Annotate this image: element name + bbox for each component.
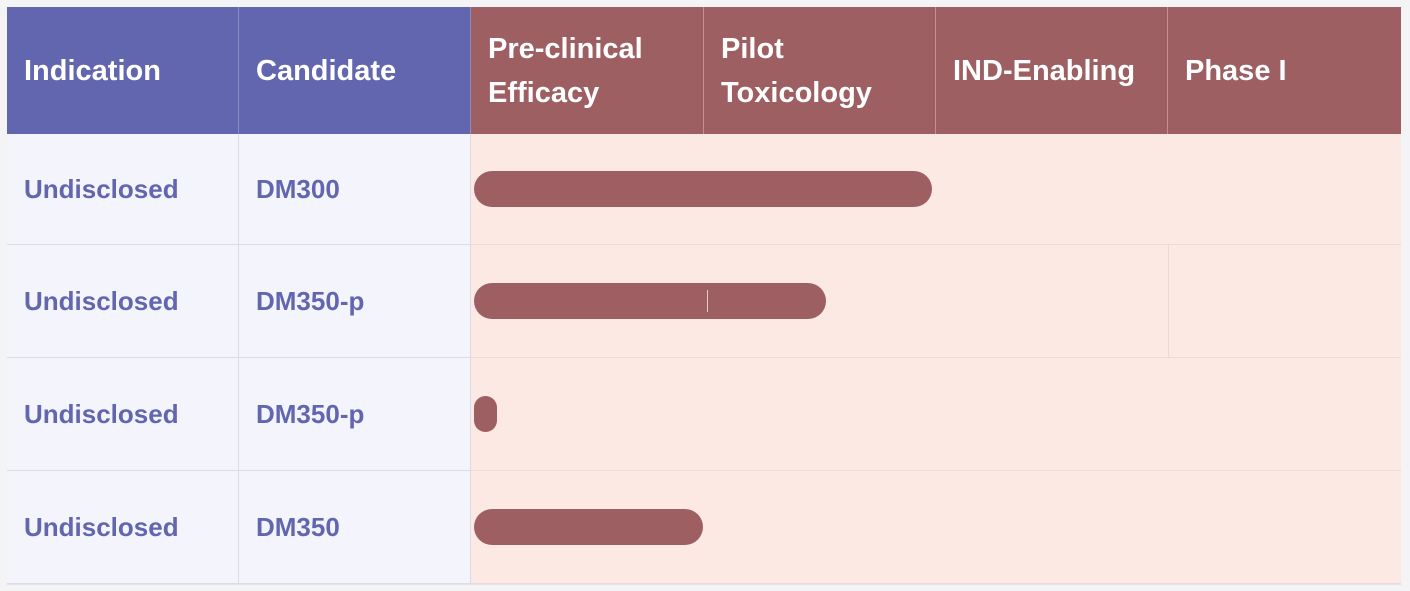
stage-tick bbox=[707, 290, 708, 312]
progress-track bbox=[471, 471, 1401, 584]
indication-cell: Undisclosed bbox=[7, 471, 239, 584]
header-label: Candidate bbox=[256, 54, 397, 87]
table-row: Undisclosed DM350-p bbox=[7, 358, 1401, 471]
candidate-cell: DM350 bbox=[239, 471, 471, 584]
progress-track bbox=[471, 134, 1401, 245]
table-row: Undisclosed DM300 bbox=[7, 134, 1401, 245]
indication-label: Undisclosed bbox=[24, 511, 179, 542]
header-label: Phase I bbox=[1185, 54, 1287, 87]
indication-cell: Undisclosed bbox=[7, 245, 239, 358]
candidate-label: DM300 bbox=[256, 173, 340, 204]
column-divider bbox=[1168, 245, 1169, 357]
header-candidate: Candidate bbox=[239, 7, 471, 134]
indication-label: Undisclosed bbox=[24, 398, 179, 429]
progress-track bbox=[471, 245, 1401, 358]
candidate-label: DM350 bbox=[256, 511, 340, 542]
header-label-line1: Pre-clinical bbox=[488, 32, 643, 65]
pipeline-table: Indication Candidate Pre-clinical Effica… bbox=[7, 7, 1401, 585]
header-preclinical-efficacy: Pre-clinical Efficacy bbox=[471, 7, 704, 134]
candidate-label: DM350-p bbox=[256, 398, 365, 429]
header-ind-enabling: IND-Enabling bbox=[936, 7, 1168, 134]
table-row: Undisclosed DM350-p bbox=[7, 245, 1401, 358]
header-label-line2: Efficacy bbox=[488, 76, 600, 109]
table-header: Indication Candidate Pre-clinical Effica… bbox=[7, 7, 1401, 134]
progress-bar bbox=[474, 283, 826, 319]
progress-bar bbox=[474, 396, 497, 432]
header-pilot-toxicology: Pilot Toxicology bbox=[704, 7, 936, 134]
header-label-line2: Toxicology bbox=[721, 76, 872, 109]
progress-bar bbox=[474, 509, 703, 545]
indication-cell: Undisclosed bbox=[7, 134, 239, 245]
progress-track bbox=[471, 358, 1401, 471]
indication-cell: Undisclosed bbox=[7, 358, 239, 471]
header-indication: Indication bbox=[7, 7, 239, 134]
candidate-cell: DM300 bbox=[239, 134, 471, 245]
indication-label: Undisclosed bbox=[24, 285, 179, 316]
candidate-cell: DM350-p bbox=[239, 358, 471, 471]
table-row: Undisclosed DM350 bbox=[7, 471, 1401, 584]
progress-bar bbox=[474, 171, 932, 207]
header-label: Indication bbox=[24, 54, 161, 87]
header-phase-1: Phase I bbox=[1168, 7, 1401, 134]
candidate-cell: DM350-p bbox=[239, 245, 471, 358]
header-label-line1: Pilot bbox=[721, 32, 784, 65]
candidate-label: DM350-p bbox=[256, 285, 365, 316]
header-label: IND-Enabling bbox=[953, 54, 1136, 87]
indication-label: Undisclosed bbox=[24, 173, 179, 204]
